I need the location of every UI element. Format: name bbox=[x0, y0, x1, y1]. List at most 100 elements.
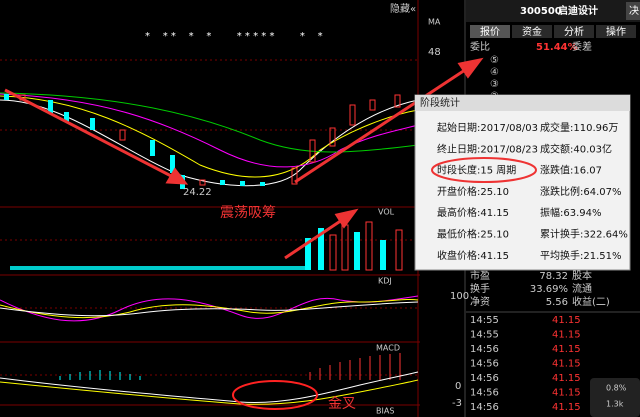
quote-label: 委差 bbox=[572, 40, 592, 53]
popup-cell: 开盘价格:25.10 bbox=[437, 185, 509, 198]
vol-bar bbox=[395, 229, 403, 271]
stock-code: 300500 bbox=[520, 6, 562, 17]
popup-titlebar bbox=[415, 95, 630, 111]
candle bbox=[170, 155, 175, 173]
highlight-circle bbox=[431, 157, 537, 183]
tab[interactable] bbox=[554, 25, 594, 38]
candle bbox=[48, 100, 53, 114]
trade-time: 14:56 bbox=[470, 402, 499, 413]
trade-price: 41.15 bbox=[552, 402, 581, 413]
popup-cell: 涨跌比例:64.07% bbox=[540, 185, 622, 198]
trades: 14:55 41.15 14:55 41.15 14:56 41.15 14:56 41.15… bbox=[470, 315, 581, 413]
kdj-line bbox=[0, 301, 419, 317]
indicator-label: VOL bbox=[378, 208, 395, 217]
button-label[interactable]: 决 bbox=[629, 5, 639, 17]
arrow bbox=[4, 88, 176, 180]
popup-cell: 时段长度:15 周期 bbox=[437, 164, 516, 177]
arrow bbox=[284, 216, 346, 260]
tab-label[interactable]: 报价 bbox=[480, 25, 500, 38]
trade-time: 14:56 bbox=[470, 373, 499, 384]
popup-cell: 成交量:110.96万 bbox=[540, 121, 618, 134]
annotation: 金叉 bbox=[328, 396, 356, 412]
ma bbox=[0, 92, 419, 153]
candle bbox=[64, 112, 69, 122]
candle bbox=[291, 167, 298, 185]
popup-rows: 起始日期:2017/08/03 成交量:110.96万终止日期:2017/08/2… bbox=[437, 121, 628, 262]
net-pct: 0.8% bbox=[606, 384, 627, 393]
vol-bar bbox=[354, 232, 360, 270]
tab-label[interactable]: 分析 bbox=[564, 25, 584, 38]
candle bbox=[119, 129, 126, 141]
candle bbox=[220, 180, 225, 185]
tab[interactable] bbox=[596, 25, 636, 38]
popup-cell: 累计换手:322.64% bbox=[540, 228, 628, 241]
panel-header bbox=[466, 0, 640, 22]
trade-price: 41.15 bbox=[552, 330, 581, 341]
indicator-label: KDJ bbox=[378, 277, 392, 286]
ma-label: MA bbox=[428, 18, 441, 27]
tab[interactable] bbox=[512, 25, 552, 38]
vol-strip bbox=[10, 266, 310, 270]
macd bbox=[0, 353, 419, 410]
ma bbox=[0, 93, 419, 168]
button[interactable] bbox=[626, 2, 640, 20]
trade-time: 14:56 bbox=[470, 359, 499, 370]
stat-label: 市盈 bbox=[470, 269, 490, 282]
trade-price: 41.15 bbox=[552, 315, 581, 326]
trade-time: 14:55 bbox=[470, 330, 499, 341]
arrow-head bbox=[334, 208, 359, 229]
tab-label[interactable]: 资金 bbox=[522, 25, 542, 38]
axis-label: 48 bbox=[428, 47, 441, 58]
level-label: ④ bbox=[490, 67, 499, 78]
popup-cell: 涨跌值:16.07 bbox=[540, 164, 602, 177]
annotation: 震荡吸筹 bbox=[220, 204, 276, 221]
vol-bar bbox=[341, 224, 349, 271]
stat-label: 净资 bbox=[470, 295, 490, 308]
stat-label: 流通 bbox=[572, 282, 592, 295]
popup-cell: 成交额:40.03亿 bbox=[540, 142, 612, 155]
tab[interactable] bbox=[470, 25, 510, 38]
tab-label[interactable]: 操作 bbox=[606, 25, 626, 38]
ma bbox=[0, 99, 419, 187]
candle bbox=[309, 139, 316, 163]
vol-bar bbox=[365, 221, 373, 271]
candle bbox=[150, 140, 155, 156]
macd-line bbox=[0, 379, 419, 405]
quote-value: 51.44% bbox=[536, 42, 578, 53]
popup-cell: 终止日期:2017/08/23 bbox=[437, 142, 538, 155]
volume bbox=[10, 221, 403, 271]
popup-cell: 最低价格:25.10 bbox=[437, 228, 509, 241]
collapse-button[interactable]: « bbox=[410, 4, 416, 15]
tabs: 报价 资金 分析 操作 bbox=[470, 25, 636, 38]
stat-label: 换手 bbox=[470, 282, 490, 295]
stat-label: 股本 bbox=[572, 269, 592, 282]
candle bbox=[90, 118, 95, 130]
stat-label: 收益(二) bbox=[572, 295, 610, 308]
stat-value: 33.69% bbox=[530, 284, 568, 295]
arrow-head bbox=[165, 167, 189, 185]
axis-label: -3 bbox=[452, 398, 462, 409]
macd-line bbox=[0, 371, 419, 403]
net-widget bbox=[590, 378, 640, 417]
stat-value: 78.32 bbox=[539, 271, 568, 282]
arrow-head bbox=[457, 57, 484, 79]
trade-price: 41.15 bbox=[552, 388, 581, 399]
axis-label: 0 bbox=[455, 381, 461, 392]
trade-price: 41.15 bbox=[552, 359, 581, 370]
signal-markers: * * * * * * * * * * * * bbox=[145, 31, 323, 42]
axis-label: 100 bbox=[450, 291, 469, 302]
trade-time: 14:56 bbox=[470, 344, 499, 355]
indicator-label: BIAS bbox=[376, 407, 394, 416]
hide-button[interactable]: 隐藏 bbox=[390, 3, 410, 15]
popup-body bbox=[414, 94, 631, 271]
ma bbox=[0, 95, 419, 178]
trade-price: 41.15 bbox=[552, 373, 581, 384]
trade-time: 14:55 bbox=[470, 315, 499, 326]
stat-value: 5.56 bbox=[546, 297, 568, 308]
vol-bar bbox=[305, 238, 311, 270]
candle bbox=[349, 104, 356, 126]
popup-cell: 收盘价格:41.15 bbox=[437, 249, 509, 262]
popup-cell: 振幅:63.94% bbox=[540, 206, 602, 219]
